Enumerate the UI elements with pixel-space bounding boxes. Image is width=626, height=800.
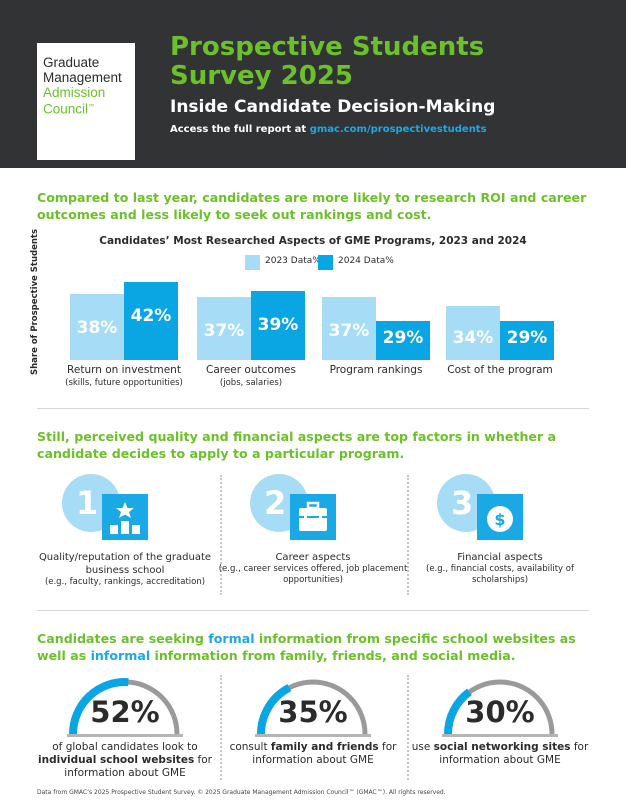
category-note: (skills, future opportunities): [65, 378, 183, 388]
stat-text: use social networking sites for informat…: [400, 741, 600, 767]
factor-title: Quality/reputation of the graduate busin…: [38, 552, 212, 576]
factor-title: Financial aspects: [457, 552, 543, 563]
bar-2023-data: 37%: [322, 297, 376, 360]
bar-2024-data: 39%: [251, 291, 305, 360]
category-label: Career outcomes (jobs, salaries): [176, 364, 326, 388]
section1-heading: Compared to last year, candidates are mo…: [37, 190, 587, 222]
stat-post: for information about GME: [439, 741, 589, 766]
bar-2023-data: 37%: [197, 297, 251, 360]
heading-informal: informal: [90, 648, 151, 663]
subtitle: Inside Candidate Decision-Making: [170, 97, 496, 117]
stat-post: for information about GME: [64, 754, 212, 779]
gauge-value: 52%: [90, 695, 160, 729]
factor-detail: (e.g., financial costs, availability of …: [426, 564, 574, 585]
factor-title: Career aspects: [275, 552, 351, 563]
access-line: Access the full report at gmac.com/prosp…: [170, 124, 487, 135]
data-label: 38%: [76, 318, 118, 338]
data-label: 37%: [203, 321, 245, 341]
bar-2023-data: 38%: [70, 294, 124, 360]
gmac-logo: Graduate Management Admission Council™: [37, 43, 135, 160]
heading-text: information from family, friends, and so…: [150, 648, 516, 663]
data-label: 39%: [257, 315, 299, 335]
stat-pre: use: [411, 741, 434, 753]
category-name: Cost of the program: [447, 364, 553, 376]
category-label: Program rankings: [301, 364, 451, 378]
header: Graduate Management Admission Council™ P…: [0, 0, 626, 168]
bar-2023-data: 34%: [446, 306, 500, 360]
title-line: Survey 2025: [170, 61, 354, 91]
divider: [37, 408, 589, 409]
data-label: 37%: [328, 321, 370, 341]
semicircle-gauge: [442, 679, 558, 737]
category-label: Return on investment (skills, future oppo…: [49, 364, 199, 388]
dollar-coin-icon: $: [477, 494, 523, 540]
section3-heading: Candidates are seeking formal informatio…: [37, 630, 597, 664]
stat-bold: individual school websites: [38, 754, 195, 766]
trademark: ™: [88, 104, 95, 110]
legend-label-2023: 2023 Data%: [265, 256, 321, 266]
gauge-fill: [443, 688, 472, 735]
logo-line: Admission: [43, 85, 106, 100]
legend-label-2024: 2024 Data%: [338, 256, 394, 266]
bar-2024-data: 29%: [500, 321, 554, 360]
category-name: Return on investment: [67, 364, 181, 376]
logo-line: Council: [43, 101, 89, 117]
dotted-divider: [220, 675, 222, 780]
report-link[interactable]: gmac.com/prospectivestudents: [309, 124, 487, 135]
section2-heading: Still, perceived quality and financial a…: [37, 429, 557, 461]
dotted-divider: [407, 475, 409, 595]
heading-text: Candidates are seeking: [37, 631, 209, 646]
data-label: 29%: [382, 328, 424, 348]
legend-swatch-2024: [318, 255, 333, 270]
gauge-fill: [69, 678, 129, 735]
data-label: 29%: [506, 328, 548, 348]
dotted-divider: [220, 475, 222, 595]
podium-star-icon: [102, 494, 148, 540]
heading-formal: formal: [208, 631, 255, 646]
factor-detail: (e.g., faculty, rankings, accreditation): [44, 577, 206, 587]
factor-text: Quality/reputation of the graduate busin…: [25, 551, 225, 588]
category-name: Career outcomes: [206, 364, 296, 376]
semicircle-gauge: [255, 679, 371, 737]
legend-swatch-2023: [245, 255, 260, 270]
factor-text: Financial aspects (e.g., financial costs,…: [400, 551, 600, 586]
stat-text: consult family and friends for informati…: [213, 741, 413, 767]
data-label: 34%: [452, 328, 494, 348]
data-label: 42%: [130, 306, 172, 326]
divider: [37, 610, 589, 611]
title-line: Prospective Students: [170, 32, 485, 62]
footer: Data from GMAC’s 2025 Prospective Studen…: [37, 789, 446, 796]
svg-text:$: $: [494, 510, 505, 529]
briefcase-icon: [290, 494, 336, 540]
category-note: (jobs, salaries): [219, 378, 283, 388]
logo-line: Management: [43, 70, 122, 85]
bar-2024-data: 42%: [124, 282, 178, 360]
factor-text: Career aspects (e.g., career services off…: [213, 551, 413, 586]
category-name: Program rankings: [329, 364, 423, 376]
stat-post: for information about GME: [252, 741, 397, 766]
stat-pre: of global candidates look to: [52, 741, 198, 753]
category-label: Cost of the program: [425, 364, 575, 378]
y-axis-label: Share of Prospective Students: [30, 228, 40, 375]
stat-text: of global candidates look to individual …: [25, 741, 225, 780]
gauge-value: 30%: [465, 695, 535, 729]
factor-detail: (e.g., career services offered, job plac…: [218, 564, 408, 585]
logo-line: Graduate: [43, 55, 100, 70]
stat-bold: family and friends: [270, 741, 379, 753]
gauge-value: 35%: [278, 695, 348, 729]
page-title: Prospective Students Survey 2025: [170, 33, 610, 91]
gauge-fill: [257, 684, 292, 735]
chart-title: Candidates’ Most Researched Aspects of G…: [99, 235, 527, 247]
stat-pre: consult: [229, 741, 271, 753]
dotted-divider: [407, 675, 409, 780]
bar-2024-data: 29%: [376, 321, 430, 360]
access-prefix: Access the full report at: [170, 124, 310, 135]
stat-bold: social networking sites: [433, 741, 571, 753]
heading-text: information from specific school website…: [37, 631, 576, 663]
semicircle-gauge: [67, 678, 183, 737]
